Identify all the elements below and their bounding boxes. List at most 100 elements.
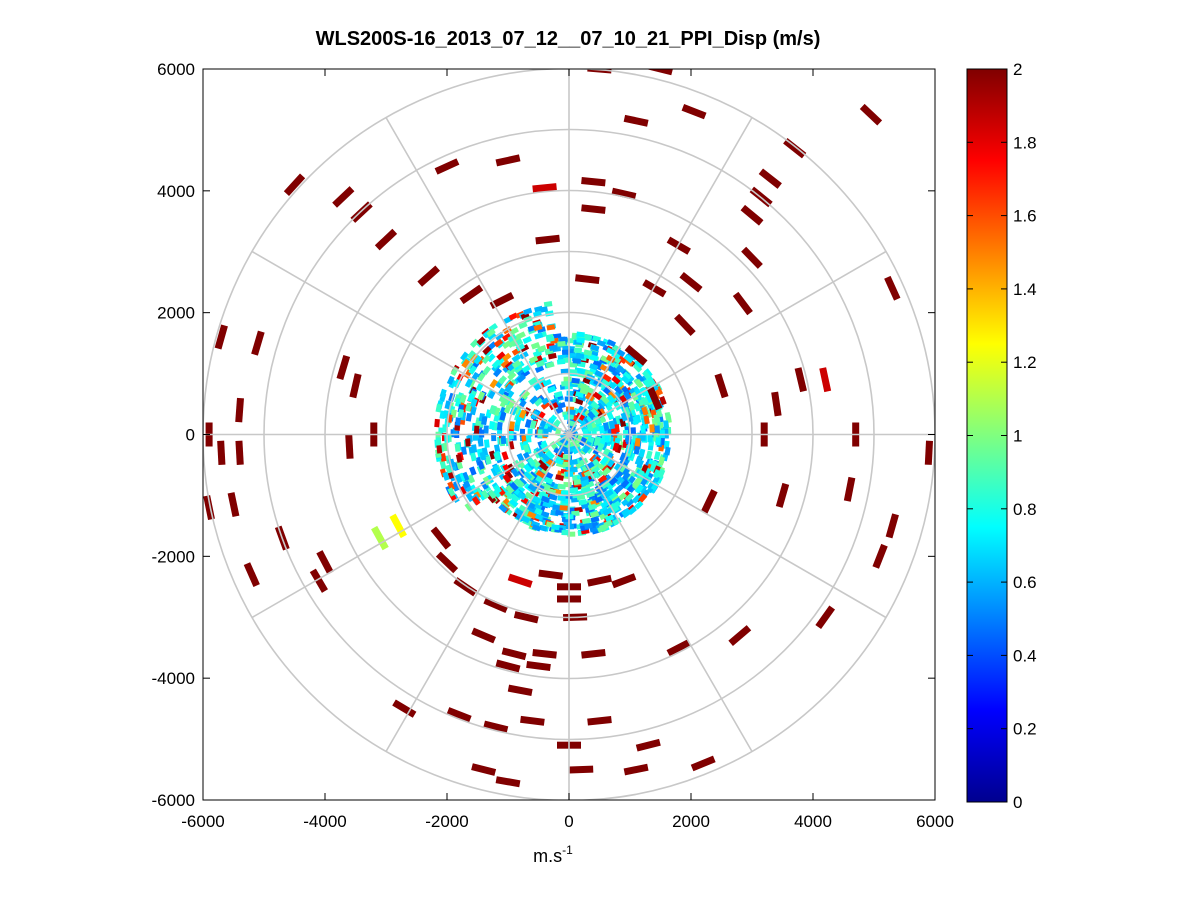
inner-echo-cell	[448, 379, 457, 389]
radar-cell	[283, 173, 306, 196]
radar-cell	[581, 648, 606, 659]
inner-echo-cell	[617, 355, 627, 365]
inner-echo-cell	[496, 421, 503, 431]
inner-echo-cell	[621, 507, 631, 517]
inner-echo-cell	[643, 415, 650, 425]
x-axis-label-base: m.s	[533, 846, 562, 866]
y-tick-label: -4000	[152, 669, 195, 688]
inner-echo-cell	[580, 479, 590, 487]
inner-echo-cell	[606, 394, 616, 404]
inner-echo-cell	[561, 349, 571, 355]
inner-echo-cell	[461, 358, 470, 369]
inner-echo-cell	[549, 402, 559, 411]
inner-echo-cell	[469, 466, 477, 476]
inner-echo-cell	[606, 410, 615, 421]
inner-echo-cell	[663, 440, 670, 450]
inner-echo-cell	[518, 321, 528, 330]
inner-echo-cell	[473, 425, 480, 434]
spoke-line	[251, 250, 570, 436]
radar-cell	[574, 274, 600, 285]
radar-cell	[624, 344, 648, 366]
radar-cell	[495, 776, 521, 788]
inner-echo-cell	[545, 361, 555, 369]
inner-echo-cell	[498, 375, 508, 385]
inner-echo-cell	[489, 405, 497, 415]
inner-echo-cell	[454, 417, 461, 426]
inner-echo-cell	[447, 487, 456, 497]
inner-echo-cell	[615, 364, 626, 374]
inner-echo-cell	[527, 483, 537, 493]
radar-cell	[728, 625, 752, 646]
inner-echo-cell	[522, 451, 532, 462]
inner-echo-cell	[653, 451, 661, 461]
inner-echo-cell	[600, 463, 610, 473]
radar-cell	[885, 513, 899, 539]
colorbar-tick-label: 1.4	[1013, 280, 1037, 299]
radar-cell	[235, 440, 244, 465]
inner-echo-cell	[611, 500, 621, 510]
inner-echo-cell	[586, 422, 594, 433]
colorbar-tick-label: 1.6	[1013, 207, 1037, 226]
inner-echo-cell	[507, 399, 516, 409]
inner-echo-cell	[627, 401, 636, 411]
radar-cell	[374, 228, 398, 251]
inner-echo-cell	[517, 491, 527, 501]
inner-echo-cell	[619, 452, 627, 462]
inner-echo-cell	[493, 338, 504, 348]
radar-cell	[251, 330, 265, 356]
inner-echo-cell	[617, 492, 628, 502]
inner-echo-cell	[519, 344, 530, 353]
inner-echo-cell	[487, 489, 497, 500]
inner-echo-cell	[597, 525, 607, 533]
inner-echo-cell	[477, 438, 484, 447]
inner-echo-cell	[612, 442, 620, 452]
inner-echo-cell	[606, 359, 616, 368]
inner-echo-cell	[649, 424, 655, 433]
inner-echo-cell	[641, 406, 649, 416]
inner-echo-cell	[531, 524, 542, 532]
inner-echo-cell	[541, 452, 551, 463]
inner-echo-cell	[491, 359, 501, 369]
inner-echo-cell	[584, 522, 593, 530]
inner-echo-cell	[664, 446, 671, 456]
inner-echo-cell	[454, 443, 461, 452]
inner-echo-cell	[488, 420, 495, 430]
y-tick-label: 2000	[157, 304, 195, 323]
inner-echo-cell	[596, 339, 607, 348]
inner-echo-cell	[518, 409, 527, 419]
inner-echo-cell	[611, 375, 621, 385]
inner-echo-cell	[470, 398, 478, 408]
colorbar-tick-label: 0.4	[1013, 646, 1037, 665]
inner-echo-cell	[439, 461, 447, 471]
radar-cell	[336, 354, 351, 380]
inner-echo-cell	[607, 390, 618, 400]
inner-echo-cell	[471, 496, 481, 506]
inner-echo-cell	[592, 391, 603, 401]
radar-cell	[434, 158, 460, 175]
inner-echo-cell	[623, 390, 632, 401]
inner-echo-cell	[614, 475, 624, 486]
inner-echo-cell	[520, 515, 531, 524]
inner-echo-cell	[654, 425, 661, 434]
inner-echo-cell	[572, 358, 582, 364]
spoke-line	[251, 433, 570, 619]
inner-echo-cell	[502, 463, 511, 474]
inner-echo-cell	[507, 333, 517, 343]
inner-echo-cell	[465, 486, 474, 496]
inner-echo-cell	[636, 459, 644, 469]
inner-echo-cell	[535, 360, 546, 368]
inner-echo-cell	[561, 380, 570, 387]
inner-echo-cell	[470, 452, 477, 462]
inner-echo-cell	[606, 339, 617, 348]
inner-echo-cell	[557, 341, 566, 347]
inner-echo-cell	[621, 375, 631, 385]
inner-echo-cell	[465, 412, 473, 422]
inner-echo-cell	[634, 500, 644, 510]
inner-echo-cell	[634, 378, 644, 389]
inner-echo-cell	[502, 395, 511, 406]
colorbar-tick-label: 1	[1013, 427, 1022, 446]
radar-cell	[581, 204, 606, 214]
inner-echo-cell	[515, 343, 526, 352]
radar-cell	[884, 275, 901, 301]
radar-cell	[446, 707, 472, 723]
